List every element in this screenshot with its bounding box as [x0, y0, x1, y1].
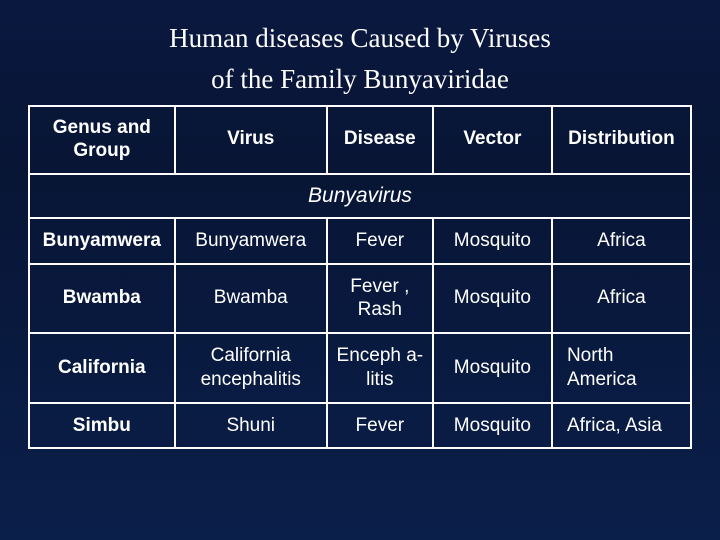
- cell-virus: California encephalitis: [175, 333, 327, 403]
- cell-vector: Mosquito: [433, 333, 552, 403]
- table-body: Bunyavirus Bunyamwera Bunyamwera Fever M…: [29, 174, 691, 449]
- cell-disease: Fever , Rash: [327, 264, 433, 334]
- slide: Human diseases Caused by Viruses of the …: [0, 0, 720, 540]
- cell-distribution: Africa: [552, 218, 691, 264]
- cell-virus: Bwamba: [175, 264, 327, 334]
- cell-vector: Mosquito: [433, 218, 552, 264]
- cell-distribution: North America: [552, 333, 691, 403]
- col-virus: Virus: [175, 106, 327, 174]
- table-header-row: Genus and Group Virus Disease Vector Dis…: [29, 106, 691, 174]
- section-label: Bunyavirus: [29, 174, 691, 218]
- virus-table: Genus and Group Virus Disease Vector Dis…: [28, 105, 692, 449]
- cell-disease: Fever: [327, 403, 433, 449]
- cell-disease: Fever: [327, 218, 433, 264]
- cell-genus: Simbu: [29, 403, 175, 449]
- col-genus: Genus and Group: [29, 106, 175, 174]
- col-disease: Disease: [327, 106, 433, 174]
- col-distribution: Distribution: [552, 106, 691, 174]
- section-row: Bunyavirus: [29, 174, 691, 218]
- cell-virus: Bunyamwera: [175, 218, 327, 264]
- cell-genus: California: [29, 333, 175, 403]
- cell-distribution: Africa, Asia: [552, 403, 691, 449]
- cell-vector: Mosquito: [433, 403, 552, 449]
- title-line-1: Human diseases Caused by Viruses: [169, 23, 551, 53]
- cell-virus: Shuni: [175, 403, 327, 449]
- table-row: Bunyamwera Bunyamwera Fever Mosquito Afr…: [29, 218, 691, 264]
- cell-vector: Mosquito: [433, 264, 552, 334]
- table-row: California California encephalitis Encep…: [29, 333, 691, 403]
- cell-disease: Enceph a-litis: [327, 333, 433, 403]
- cell-genus: Bwamba: [29, 264, 175, 334]
- table-row: Simbu Shuni Fever Mosquito Africa, Asia: [29, 403, 691, 449]
- col-vector: Vector: [433, 106, 552, 174]
- table-row: Bwamba Bwamba Fever , Rash Mosquito Afri…: [29, 264, 691, 334]
- cell-distribution: Africa: [552, 264, 691, 334]
- title-line-2: of the Family Bunyaviridae: [211, 64, 509, 94]
- cell-genus: Bunyamwera: [29, 218, 175, 264]
- slide-title: Human diseases Caused by Viruses of the …: [28, 18, 692, 99]
